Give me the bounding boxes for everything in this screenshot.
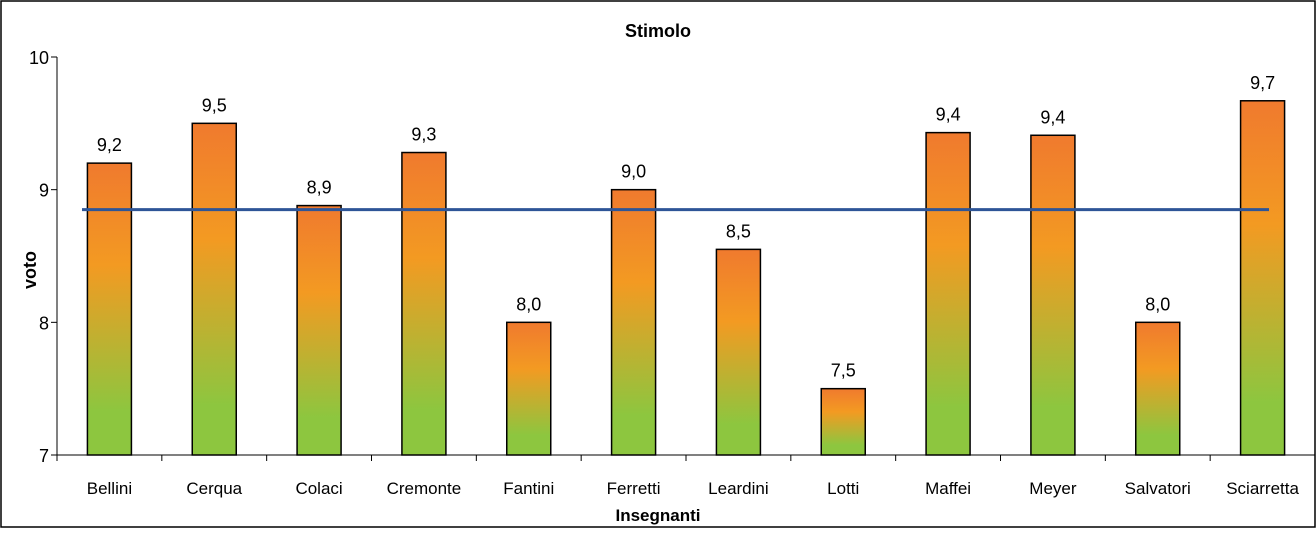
bar <box>1239 100 1286 456</box>
data-label: 9,2 <box>97 135 122 155</box>
y-tick-label: 8 <box>39 313 49 333</box>
data-label: 9,0 <box>621 162 646 182</box>
data-label: 8,9 <box>307 178 332 198</box>
bar <box>1030 134 1076 456</box>
data-label: 9,5 <box>202 95 227 115</box>
data-label: 9,7 <box>1250 73 1275 93</box>
bar <box>1135 321 1181 456</box>
data-label: 9,4 <box>1040 107 1065 127</box>
y-tick-label: 9 <box>39 181 49 201</box>
x-tick-label: Ferretti <box>607 479 661 498</box>
x-tick-label: Cerqua <box>186 479 242 498</box>
data-label: 8,0 <box>516 294 541 314</box>
x-tick-label: Bellini <box>87 479 132 498</box>
data-label: 9,4 <box>936 105 961 125</box>
data-label: 8,5 <box>726 221 751 241</box>
x-tick-label: Leardini <box>708 479 769 498</box>
bar <box>715 248 762 456</box>
bar <box>296 204 342 456</box>
x-tick-label: Meyer <box>1029 479 1077 498</box>
x-tick-label: Sciarretta <box>1226 479 1299 498</box>
x-tick-label: Maffei <box>925 479 971 498</box>
x-tick-label: Colaci <box>295 479 342 498</box>
x-tick-label: Salvatori <box>1125 479 1191 498</box>
y-tick-label: 10 <box>29 48 49 68</box>
y-tick-label: 7 <box>39 446 49 466</box>
bar <box>610 188 657 456</box>
bar <box>925 131 971 456</box>
x-tick-label: Lotti <box>827 479 859 498</box>
chart-title: Stimolo <box>625 21 691 41</box>
x-axis-label: Insegnanti <box>615 506 700 525</box>
bar <box>191 122 237 456</box>
data-label: 8,0 <box>1145 294 1170 314</box>
bar <box>820 387 866 456</box>
x-tick-label: Fantini <box>503 479 554 498</box>
data-label: 9,3 <box>411 125 436 145</box>
x-tick-label: Cremonte <box>387 479 462 498</box>
bar <box>506 321 552 456</box>
bar <box>86 162 133 456</box>
bar <box>401 151 447 456</box>
y-axis-label: voto <box>20 251 40 289</box>
data-label: 7,5 <box>831 361 856 381</box>
plot-area: 7 8 9 10 9,2 Bellini 9,5 Cerqua 8,9 Colaci 9,3 Crem… <box>29 48 1316 498</box>
